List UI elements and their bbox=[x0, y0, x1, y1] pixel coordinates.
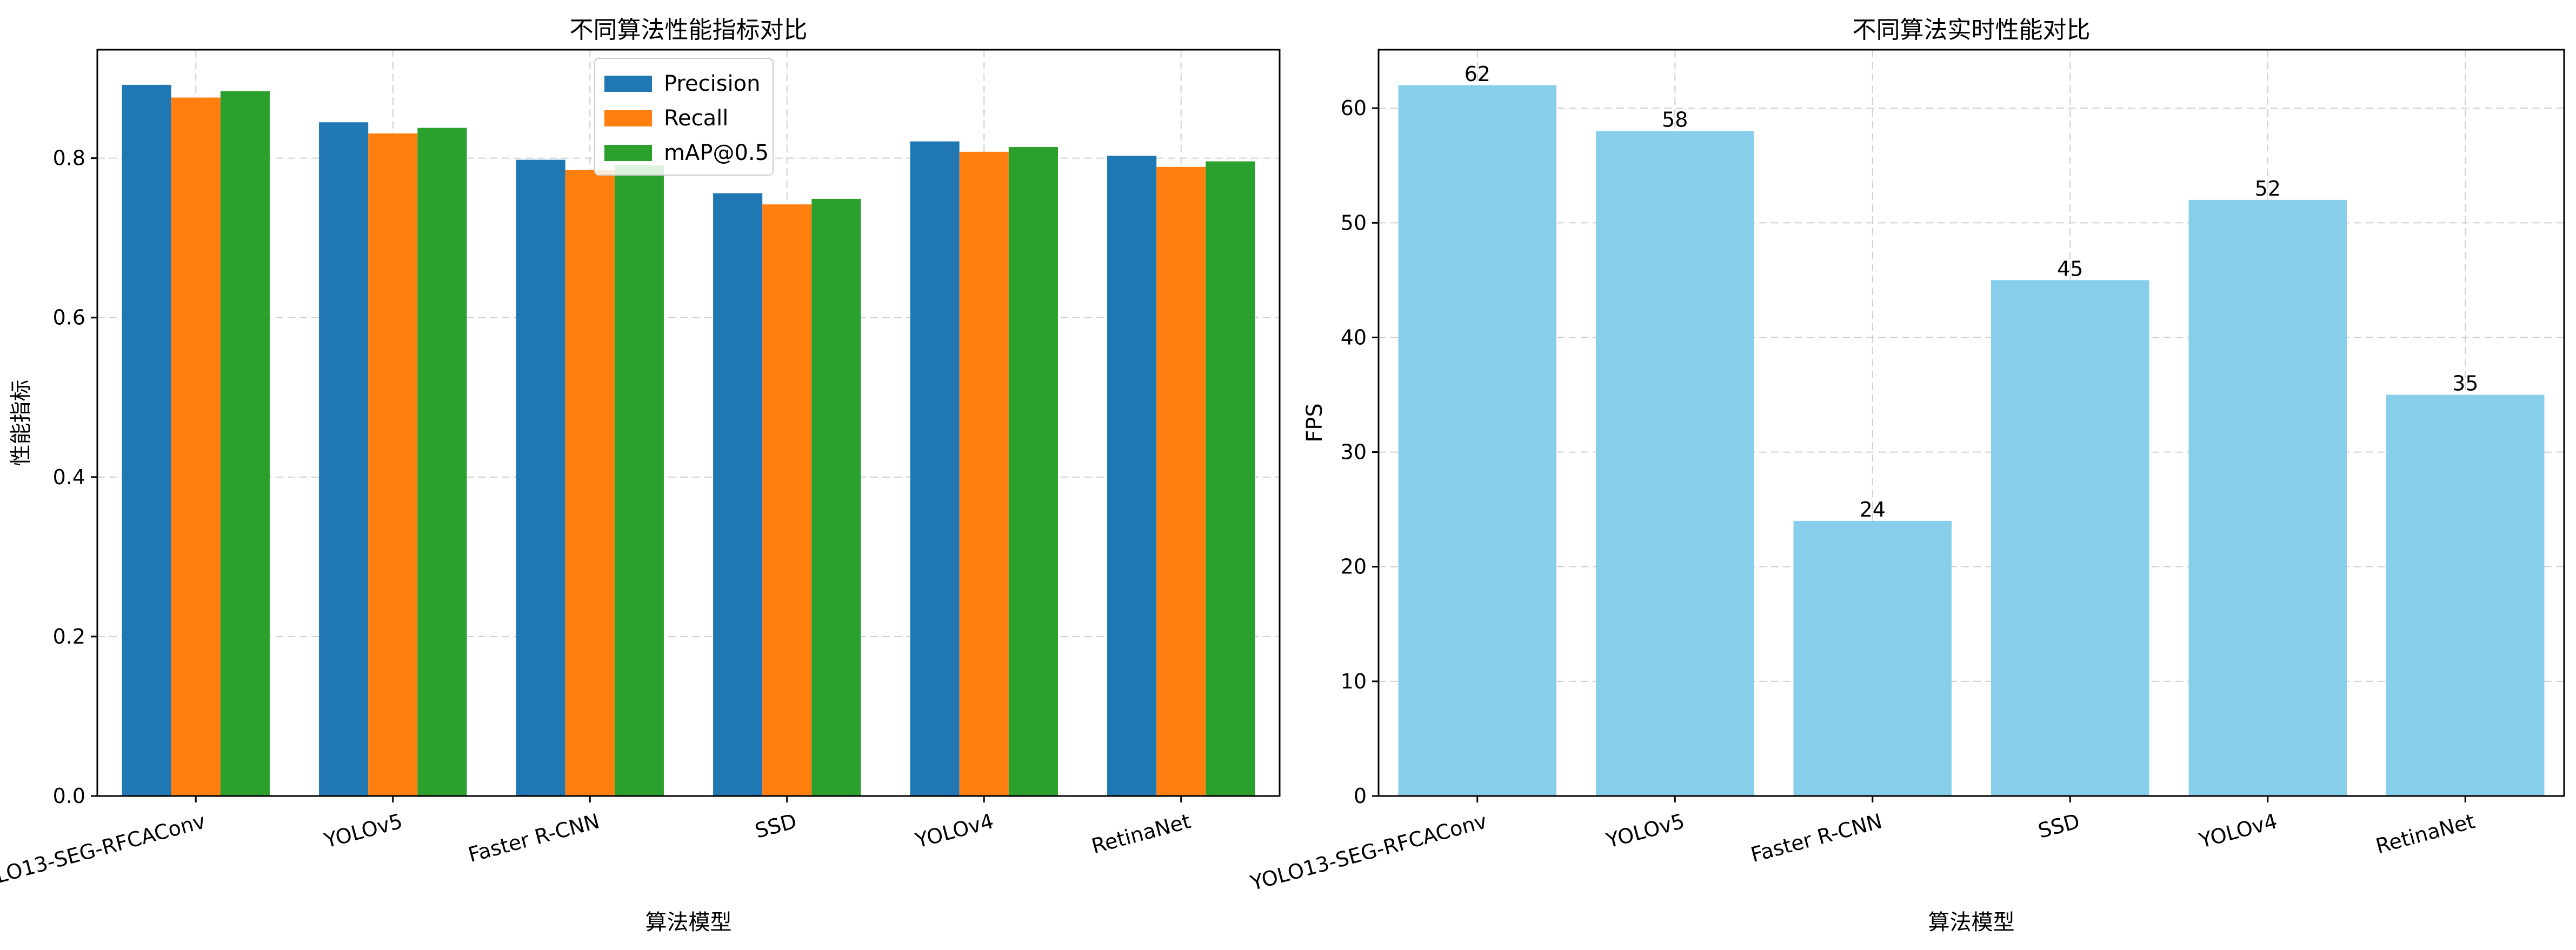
left-xtick-label: Faster R-CNN bbox=[465, 809, 602, 867]
legend-swatch-0 bbox=[604, 76, 652, 92]
left-bar-map-0-5-4 bbox=[1008, 147, 1058, 796]
left-bar-precision-3 bbox=[713, 193, 763, 797]
left-chart-title: 不同算法性能指标对比 bbox=[570, 16, 808, 44]
left-bar-recall-2 bbox=[565, 170, 615, 796]
left-axes-frame bbox=[96, 49, 1281, 797]
right-ytick-label: 20 bbox=[1341, 555, 1367, 579]
legend: Precision Recall mAP@0.5 bbox=[594, 58, 774, 176]
left-x-axis-label: 算法模型 bbox=[645, 910, 732, 935]
right-xtick-label: YOLOv5 bbox=[1603, 809, 1687, 853]
right-ytick-label: 60 bbox=[1341, 96, 1367, 120]
right-ytick-label: 0 bbox=[1354, 784, 1367, 808]
right-xtick-label: Faster R-CNN bbox=[1748, 809, 1885, 867]
right-xtick-label: SSD bbox=[2035, 809, 2082, 843]
right-y-axis-label: FPS bbox=[1302, 403, 1327, 443]
right-chart: 62 58 24 45 52 35 0 10 20 30 40 50 60 YOLO13-SEG-RFCA… bbox=[1247, 16, 2565, 935]
left-bar-map-0-5-1 bbox=[417, 128, 467, 796]
left-xtick-label: YOLOv4 bbox=[913, 809, 996, 853]
right-bar-data-label: 62 bbox=[1465, 62, 1490, 86]
left-y-axis-label: 性能指标 bbox=[9, 380, 34, 466]
left-xtick-label: YOLOv5 bbox=[321, 809, 405, 853]
left-bar-precision-5 bbox=[1107, 156, 1157, 797]
right-bar-2 bbox=[1793, 520, 1952, 796]
legend-swatch-1 bbox=[604, 110, 652, 126]
right-ytick-label: 50 bbox=[1341, 211, 1367, 235]
left-chart: 0.0 0.2 0.4 0.6 0.8 YOLO13-SEG-RFCAConv YOLOv5… bbox=[0, 16, 1281, 935]
left-bar-precision-4 bbox=[910, 141, 960, 797]
right-x-axis-label: 算法模型 bbox=[1928, 910, 2015, 935]
left-xtick-label: RetinaNet bbox=[1089, 809, 1193, 858]
left-xtick-label: YOLO13-SEG-RFCAConv bbox=[0, 809, 208, 895]
right-bar-data-label: 24 bbox=[1860, 498, 1886, 521]
left-bar-recall-1 bbox=[368, 133, 418, 796]
left-bar-map-0-5-3 bbox=[811, 198, 861, 796]
left-bar-precision-0 bbox=[122, 84, 171, 796]
left-bar-precision-2 bbox=[516, 159, 565, 796]
right-bar-data-label: 52 bbox=[2255, 177, 2281, 200]
right-bar-0 bbox=[1398, 85, 1556, 796]
left-bar-recall-4 bbox=[959, 151, 1009, 796]
right-xtick-label: RetinaNet bbox=[2373, 809, 2478, 858]
right-ytick-label: 10 bbox=[1341, 670, 1367, 693]
right-bar-data-label: 58 bbox=[1662, 108, 1688, 132]
right-ytick-label: 40 bbox=[1341, 325, 1367, 349]
legend-label-2: mAP@0.5 bbox=[664, 141, 769, 165]
right-bar-1 bbox=[1596, 131, 1754, 797]
right-bar-data-label: 35 bbox=[2452, 372, 2478, 396]
left-bar-map-0-5-5 bbox=[1206, 161, 1255, 796]
legend-label-1: Recall bbox=[664, 106, 728, 131]
right-ytick-label: 30 bbox=[1341, 440, 1367, 464]
left-bar-recall-3 bbox=[762, 204, 812, 796]
left-ytick-label: 0.2 bbox=[53, 625, 85, 648]
right-chart-title: 不同算法实时性能对比 bbox=[1853, 16, 2091, 44]
left-xtick-label: SSD bbox=[753, 809, 799, 843]
left-bar-recall-0 bbox=[171, 97, 221, 796]
left-ytick-label: 0.8 bbox=[53, 146, 85, 170]
left-ytick-label: 0.4 bbox=[53, 465, 85, 489]
right-bar-data-label: 45 bbox=[2057, 257, 2083, 280]
left-bar-recall-5 bbox=[1156, 166, 1206, 796]
right-axes-frame bbox=[1377, 49, 2565, 797]
left-ytick-label: 0.0 bbox=[53, 784, 85, 808]
legend-label-0: Precision bbox=[664, 71, 760, 96]
right-bar-3 bbox=[1991, 280, 2149, 796]
right-bar-5 bbox=[2386, 394, 2545, 796]
left-ytick-label: 0.6 bbox=[53, 306, 85, 330]
right-bar-4 bbox=[2188, 199, 2347, 796]
legend-swatch-2 bbox=[604, 145, 652, 161]
left-bar-map-0-5-0 bbox=[220, 91, 270, 797]
left-bar-map-0-5-2 bbox=[614, 165, 664, 796]
right-xtick-label: YOLOv4 bbox=[2196, 809, 2280, 853]
right-xtick-label: YOLO13-SEG-RFCAConv bbox=[1247, 809, 1489, 895]
left-bar-precision-1 bbox=[319, 122, 369, 796]
